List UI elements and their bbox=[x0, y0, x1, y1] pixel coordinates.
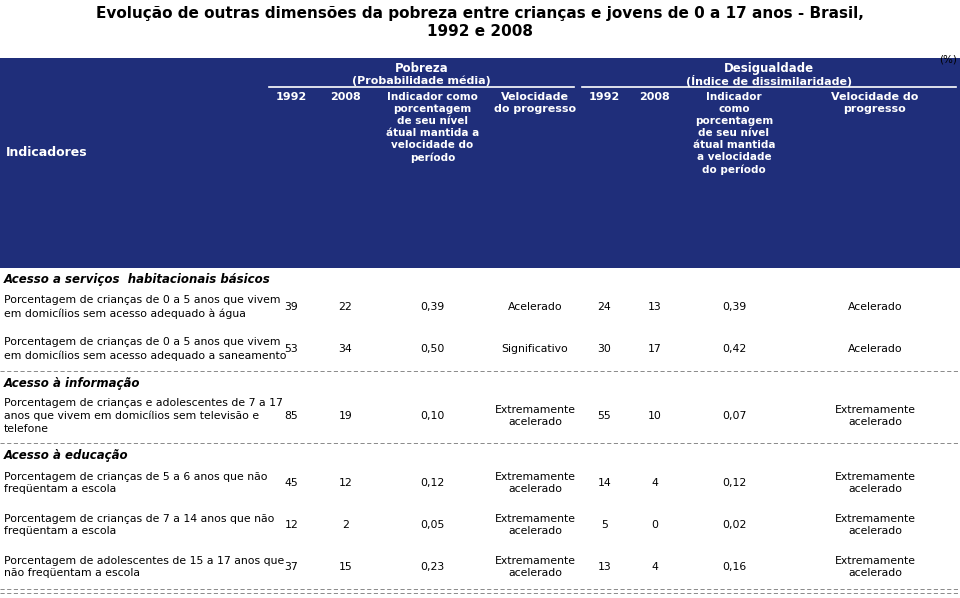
Text: 17: 17 bbox=[648, 344, 661, 354]
Text: Porcentagem de adolescentes de 15 a 17 anos que
não freqüentam a escola: Porcentagem de adolescentes de 15 a 17 a… bbox=[4, 556, 284, 578]
Text: Porcentagem de crianças de 0 a 5 anos que vivem
em domicílios sem acesso adequad: Porcentagem de crianças de 0 a 5 anos qu… bbox=[4, 337, 286, 361]
Bar bbox=[0, 58, 960, 268]
Text: Indicador
como
porcentagem
de seu nível
átual mantida
a velocidade
do período: Indicador como porcentagem de seu nível … bbox=[693, 92, 776, 175]
Text: 24: 24 bbox=[598, 302, 612, 312]
Text: Porcentagem de crianças de 5 a 6 anos que não
freqüentam a escola: Porcentagem de crianças de 5 a 6 anos qu… bbox=[4, 472, 268, 494]
Text: Porcentagem de crianças de 7 a 14 anos que não
freqüentam a escola: Porcentagem de crianças de 7 a 14 anos q… bbox=[4, 514, 275, 536]
Text: 37: 37 bbox=[284, 562, 299, 572]
Text: Significativo: Significativo bbox=[502, 344, 568, 354]
Text: 0,05: 0,05 bbox=[420, 520, 444, 530]
Text: 0,39: 0,39 bbox=[420, 302, 444, 312]
Text: Acelerado: Acelerado bbox=[848, 344, 902, 354]
Text: 0,16: 0,16 bbox=[722, 562, 746, 572]
Text: Desigualdade: Desigualdade bbox=[724, 62, 814, 75]
Text: 12: 12 bbox=[339, 478, 352, 488]
Text: (%): (%) bbox=[939, 55, 957, 65]
Text: 1992: 1992 bbox=[276, 92, 307, 102]
Text: 1992: 1992 bbox=[588, 92, 620, 102]
Text: 0: 0 bbox=[651, 520, 658, 530]
Text: 5: 5 bbox=[601, 520, 608, 530]
Text: Indicador como
porcentagem
de seu nível
átual mantida a
velocidade do
período: Indicador como porcentagem de seu nível … bbox=[386, 92, 479, 163]
Text: 0,42: 0,42 bbox=[722, 344, 746, 354]
Text: Velocidade
do progresso: Velocidade do progresso bbox=[494, 92, 576, 114]
Text: 1992 e 2008: 1992 e 2008 bbox=[427, 24, 533, 39]
Text: 45: 45 bbox=[284, 478, 299, 488]
Text: (Probabilidade média): (Probabilidade média) bbox=[352, 75, 491, 86]
Text: 12: 12 bbox=[284, 520, 299, 530]
Text: 4: 4 bbox=[651, 562, 658, 572]
Text: Extremamente
acelerado: Extremamente acelerado bbox=[834, 405, 916, 427]
Text: Indicadores: Indicadores bbox=[6, 147, 87, 160]
Text: 22: 22 bbox=[339, 302, 352, 312]
Text: 0,12: 0,12 bbox=[722, 478, 746, 488]
Text: Extremamente
acelerado: Extremamente acelerado bbox=[834, 556, 916, 578]
Text: Acesso a serviços  habitacionais básicos: Acesso a serviços habitacionais básicos bbox=[4, 273, 271, 286]
Text: Evolução de outras dimensões da pobreza entre crianças e jovens de 0 a 17 anos -: Evolução de outras dimensões da pobreza … bbox=[96, 6, 864, 21]
Text: 13: 13 bbox=[648, 302, 661, 312]
Text: 30: 30 bbox=[597, 344, 612, 354]
Text: 0,07: 0,07 bbox=[722, 411, 746, 421]
Text: 39: 39 bbox=[284, 302, 299, 312]
Text: Porcentagem de crianças de 0 a 5 anos que vivem
em domicílios sem acesso adequad: Porcentagem de crianças de 0 a 5 anos qu… bbox=[4, 295, 280, 319]
Text: Acelerado: Acelerado bbox=[508, 302, 563, 312]
Text: Acesso à educação: Acesso à educação bbox=[4, 449, 129, 462]
Text: 34: 34 bbox=[339, 344, 352, 354]
Text: 2008: 2008 bbox=[639, 92, 670, 102]
Text: Extremamente
acelerado: Extremamente acelerado bbox=[834, 472, 916, 494]
Text: Acelerado: Acelerado bbox=[848, 302, 902, 312]
Text: Acesso à informação: Acesso à informação bbox=[4, 377, 140, 390]
Text: 4: 4 bbox=[651, 478, 658, 488]
Text: 85: 85 bbox=[284, 411, 299, 421]
Text: 10: 10 bbox=[648, 411, 661, 421]
Text: 0,10: 0,10 bbox=[420, 411, 444, 421]
Text: 14: 14 bbox=[598, 478, 612, 488]
Text: Extremamente
acelerado: Extremamente acelerado bbox=[494, 514, 575, 536]
Text: 19: 19 bbox=[339, 411, 352, 421]
Text: 13: 13 bbox=[598, 562, 612, 572]
Text: 0,39: 0,39 bbox=[722, 302, 746, 312]
Text: 15: 15 bbox=[339, 562, 352, 572]
Text: 53: 53 bbox=[284, 344, 299, 354]
Text: 0,23: 0,23 bbox=[420, 562, 444, 572]
Text: Extremamente
acelerado: Extremamente acelerado bbox=[494, 556, 575, 578]
Text: Extremamente
acelerado: Extremamente acelerado bbox=[834, 514, 916, 536]
Text: 0,50: 0,50 bbox=[420, 344, 444, 354]
Text: 0,12: 0,12 bbox=[420, 478, 444, 488]
Text: (Índice de dissimilaridade): (Índice de dissimilaridade) bbox=[686, 75, 852, 87]
Text: 0,02: 0,02 bbox=[722, 520, 746, 530]
Text: Porcentagem de crianças e adolescentes de 7 a 17
anos que vivem em domicílios se: Porcentagem de crianças e adolescentes d… bbox=[4, 398, 283, 434]
Text: Pobreza: Pobreza bbox=[395, 62, 448, 75]
Text: Extremamente
acelerado: Extremamente acelerado bbox=[494, 405, 575, 427]
Text: 2: 2 bbox=[342, 520, 348, 530]
Text: 2008: 2008 bbox=[330, 92, 361, 102]
Text: Velocidade do
progresso: Velocidade do progresso bbox=[831, 92, 919, 114]
Text: Extremamente
acelerado: Extremamente acelerado bbox=[494, 472, 575, 494]
Text: 55: 55 bbox=[598, 411, 612, 421]
